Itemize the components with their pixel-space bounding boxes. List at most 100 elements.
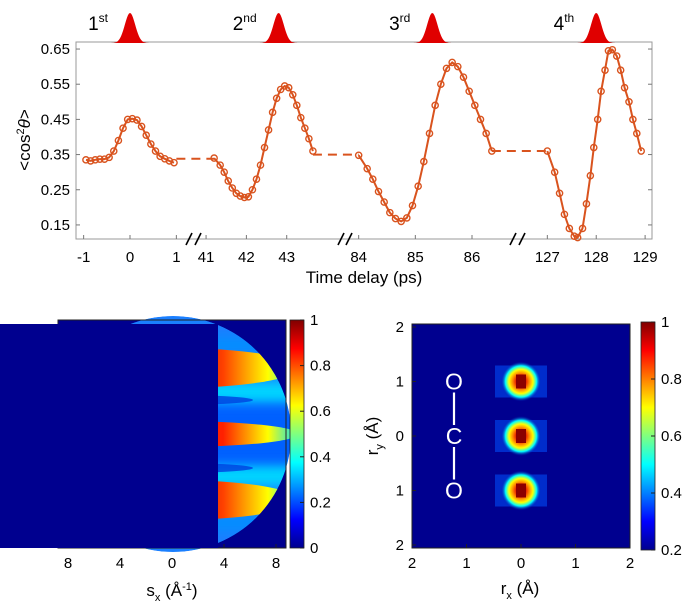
data-point: [397, 217, 405, 226]
data-point: [586, 171, 595, 180]
data-point: [292, 101, 301, 110]
data-point: [114, 136, 123, 145]
data-point: [264, 126, 273, 134]
data-point: [565, 224, 574, 233]
map-x-tick-label: 8: [272, 555, 280, 572]
data-point: [589, 143, 598, 152]
map-x-tick-label: 1: [462, 555, 470, 572]
top-y-tick-label: 0.45: [41, 111, 70, 128]
data-point: [604, 46, 613, 55]
data-point: [309, 147, 317, 155]
top-x-tick-label: 84: [350, 249, 367, 266]
data-point: [216, 161, 224, 169]
top-x-tick-label: 128: [584, 249, 609, 266]
pulse-ordinal-suffix: th: [564, 11, 574, 25]
data-point: [142, 131, 151, 140]
top-y-tick-label: 0.15: [41, 217, 70, 234]
data-point: [248, 185, 257, 194]
data-point: [597, 87, 605, 96]
data-point: [403, 214, 411, 222]
data-point: [137, 122, 146, 131]
series-line-segment: [546, 48, 643, 239]
data-point: [593, 115, 602, 124]
colorbar-tick-label: 0.4: [310, 449, 331, 466]
data-point: [578, 224, 587, 233]
data-point: [96, 155, 104, 163]
real-space-heatmap: O C O 2 1 0 1 2 2 1 0 1 2 rx (Å) ry (Å) 1 0.8 0.6 0.4…: [0, 314, 682, 602]
pump-pulse-shape: [412, 13, 453, 43]
data-point: [240, 193, 249, 202]
top-x-tick-label: 129: [633, 249, 658, 266]
colorbar-tick-label: 0.6: [661, 428, 682, 445]
data-point: [612, 52, 621, 60]
data-point: [616, 66, 625, 74]
left-x-axis-label: sx (Å-1): [146, 581, 197, 604]
data-point: [228, 184, 237, 192]
cos2theta-series: [82, 45, 646, 242]
top-x-tick-label: 85: [407, 249, 424, 266]
top-x-axis-label: Time delay (ps): [306, 268, 423, 287]
pulse-order-label: 1st: [88, 11, 109, 35]
data-point: [105, 153, 113, 162]
series-line-segment: [213, 84, 314, 199]
dashed-gap-lines: [176, 150, 548, 160]
map-x-tick-label: 0: [168, 555, 176, 572]
map-x-tick-label: 4: [116, 555, 124, 572]
top-y-tick-label: 0.55: [41, 76, 70, 93]
data-point: [260, 143, 269, 152]
map-x-tick-label: 2: [626, 555, 634, 572]
map-x-tick-label: 0: [517, 555, 525, 572]
data-point: [100, 155, 109, 163]
data-point: [301, 124, 309, 132]
data-point: [165, 157, 174, 165]
top-y-tick-label: 0.25: [41, 182, 70, 199]
left-colorbar-ticks: 1 0.8 0.6 0.4 0.2 0: [300, 312, 331, 557]
pulse-number: 1: [88, 14, 99, 35]
map-y-tick-label: 1: [396, 374, 404, 391]
data-point: [550, 168, 559, 176]
series-line-segment: [357, 61, 493, 223]
top-x-tick-label: 43: [278, 249, 295, 266]
pump-pulse-shape: [258, 13, 299, 43]
data-point: [128, 114, 137, 123]
atom-label: O: [445, 369, 463, 395]
data-point: [91, 156, 100, 164]
data-point: [437, 80, 445, 89]
colorbar-tick-label: 0: [310, 540, 318, 557]
data-point: [272, 94, 281, 103]
alignment-line-chart: 0.150.250.350.450.550.65 -1 0 1 41 42 43 84 85 8…: [15, 11, 658, 287]
data-point: [488, 147, 496, 155]
data-point: [459, 73, 468, 81]
axis-break-slash: [509, 232, 517, 246]
data-point: [268, 108, 277, 117]
left-colorbar: [289, 319, 305, 549]
data-point: [570, 232, 579, 240]
colorbar-tick-label: 1: [310, 312, 318, 329]
data-point: [420, 157, 428, 166]
peak-core: [516, 374, 526, 389]
data-point: [119, 124, 127, 132]
top-x-tick-label: 41: [198, 249, 215, 266]
top-y-tick-label: 0.35: [41, 147, 70, 164]
top-y-tick-label: 0.65: [41, 41, 70, 58]
pulse-order-label: 4th: [554, 11, 575, 35]
right-colorbar-ticks: 1 0.8 0.6 0.4 0.2: [651, 314, 682, 559]
data-point: [431, 101, 439, 110]
map-x-tick-label: 4: [220, 555, 228, 572]
data-point: [448, 58, 456, 67]
colorbar-tick-label: 0.4: [661, 485, 682, 502]
peak-core: [516, 483, 526, 498]
atom-label: C: [446, 423, 463, 449]
colorbar-tick-label: 0.6: [310, 403, 331, 420]
colorbar-tick-label: 0.2: [310, 494, 331, 511]
data-point: [391, 214, 400, 223]
map-y-tick-label: 1: [396, 483, 404, 500]
data-point: [560, 210, 569, 219]
right-x-ticks: 2 1 0 1 2: [408, 544, 634, 572]
pulse-ordinal-suffix: st: [99, 11, 109, 25]
right-y-axis-label: ry (Å): [363, 417, 386, 456]
map-x-tick-label: 2: [408, 555, 416, 572]
series-line-segment: [85, 117, 175, 164]
top-x-tick-label: 1: [172, 249, 180, 266]
